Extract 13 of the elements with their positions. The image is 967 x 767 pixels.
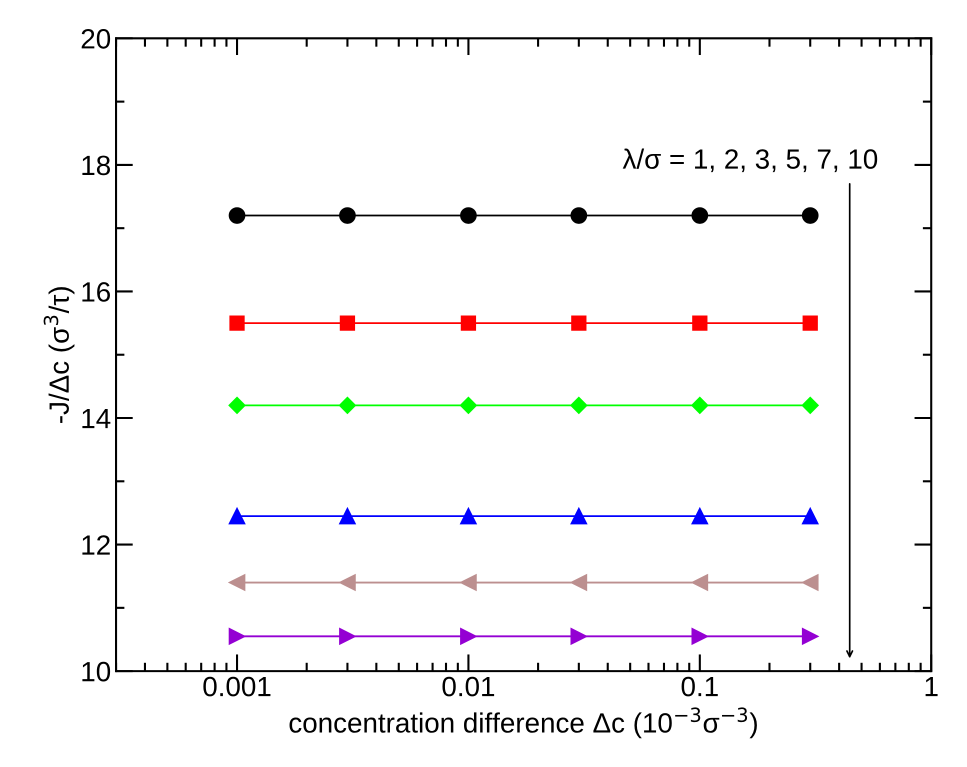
y-tick-label: 18 — [82, 156, 110, 176]
x-tick-label: 0.01 — [442, 676, 494, 696]
y-axis-title: -J/Δc (σ$^{3}$/τ) — [44, 287, 74, 423]
y-tick-label: 12 — [82, 535, 110, 555]
x-axis-title: concentration difference Δc (10$^{−3}$σ$^{−3}$) — [290, 707, 757, 738]
y-tick-label: 14 — [82, 408, 110, 428]
y-tick-label: 16 — [82, 282, 110, 302]
x-tick-label: 0.001 — [203, 676, 270, 696]
y-tick-label: 20 — [82, 29, 110, 49]
annotation: λ/σ = 1, 2, 3, 5, 7, 10 — [622, 148, 878, 172]
x-tick-label: 1 — [926, 677, 938, 696]
y-tick-label: 10 — [82, 662, 110, 682]
x-tick-label: 0.1 — [682, 676, 718, 696]
